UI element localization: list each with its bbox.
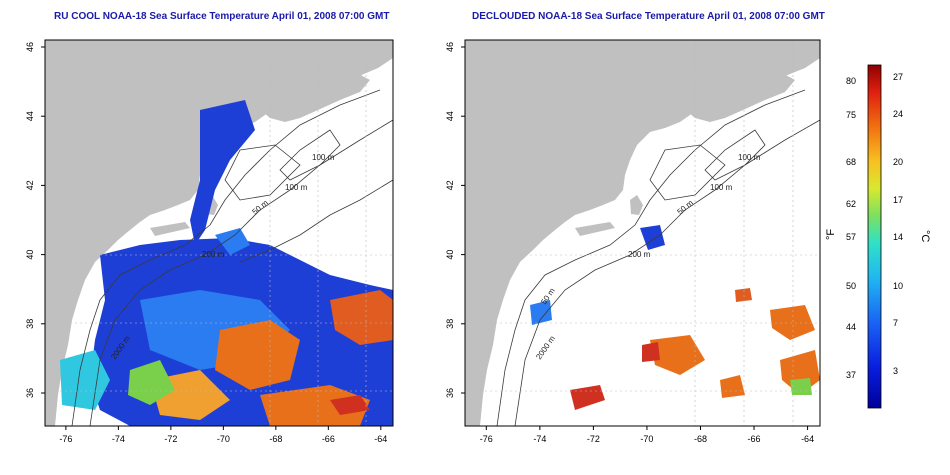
fahrenheit-tick: 68 [846,157,856,167]
y-tick-label: 42 [445,180,455,190]
land-mass [45,40,393,426]
contour-label: 100 m [285,183,308,192]
x-tick-label: -72 [164,434,177,444]
y-tick-label: 46 [25,42,35,52]
contour-label: 100 m [710,183,733,192]
celsius-tick: 14 [893,232,903,242]
x-tick-label: -76 [480,434,493,444]
map-frame [44,39,394,427]
y-tick-label: 36 [445,388,455,398]
y-tick-label: 40 [445,250,455,260]
contour-label: 100 m [312,153,335,162]
cape-cod [630,195,643,215]
y-tick-label: 38 [445,319,455,329]
celsius-tick: 10 [893,281,903,291]
celsius-tick: 27 [893,72,903,82]
fahrenheit-label: °F [825,229,837,240]
celsius-label: °C [919,230,931,242]
x-tick-label: -66 [748,434,761,444]
fahrenheit-tick: 75 [846,110,856,120]
grid-lines [45,40,393,426]
celsius-tick: 20 [893,157,903,167]
map-frame [464,39,821,427]
contour-label: 200 m [202,250,225,259]
x-tick-label: -72 [587,434,600,444]
fahrenheit-tick: 50 [846,281,856,291]
land-mass [465,40,820,426]
nova-scotia [675,72,795,122]
sst-patches [530,225,820,410]
colorbar-gradient [867,64,882,409]
x-tick-label: -64 [374,434,387,444]
celsius-tick: 3 [893,366,898,376]
sst-map-raw: 100 m 100 m 50 m 200 m 2000 m -76 -74 -72-… [25,39,394,444]
x-tick-label: -76 [59,434,72,444]
fahrenheit-tick: 62 [846,199,856,209]
y-tick-label: 44 [445,111,455,121]
fahrenheit-tick: 37 [846,370,856,380]
celsius-tick: 17 [893,195,903,205]
x-tick-label: -70 [640,434,653,444]
fahrenheit-tick: 44 [846,322,856,332]
y-tick-label: 46 [445,42,455,52]
x-tick-label: -68 [694,434,707,444]
y-tick-label: 36 [25,388,35,398]
panel-title-left: RU COOL NOAA-18 Sea Surface Temperature … [54,11,390,22]
x-tick-label: -74 [112,434,125,444]
long-island [575,222,615,236]
x-tick-label: -74 [533,434,546,444]
celsius-tick: 24 [893,109,903,119]
x-tick-label: -66 [322,434,335,444]
temperature-colorbar: 80 75 68 62 57 50 44 37 27 24 20 17 14 10 7 3 °F °C [825,64,931,409]
nova-scotia [250,72,370,122]
long-island [150,222,190,236]
contour-label: 200 m [628,250,651,259]
x-tick-label: -64 [801,434,814,444]
axes-left: -76 -74 -72 -70 -68 -66 -64 46 44 42 40 38 36 [25,42,387,444]
contour-label: 100 m [738,153,761,162]
axes-right: -76 -74 -72 -70 -68 -66 -64 46 44 42 40 38 36 [445,42,814,444]
y-tick-label: 38 [25,319,35,329]
y-tick-label: 42 [25,180,35,190]
grid-lines [465,40,820,426]
x-tick-label: -68 [269,434,282,444]
sst-patches [60,100,393,426]
fahrenheit-tick: 57 [846,232,856,242]
sst-map-declouded: 100 m 100 m 50 m 200 m 2000 m 50 m -76 -7… [445,39,821,444]
y-tick-label: 44 [25,111,35,121]
panel-title-right: DECLOUDED NOAA-18 Sea Surface Temperatur… [472,11,825,22]
celsius-tick: 7 [893,318,898,328]
fahrenheit-tick: 80 [846,76,856,86]
colorbar-ticks: 80 75 68 62 57 50 44 37 27 24 20 17 14 10 7 3 [846,72,903,380]
x-tick-label: -70 [217,434,230,444]
y-tick-label: 40 [25,250,35,260]
